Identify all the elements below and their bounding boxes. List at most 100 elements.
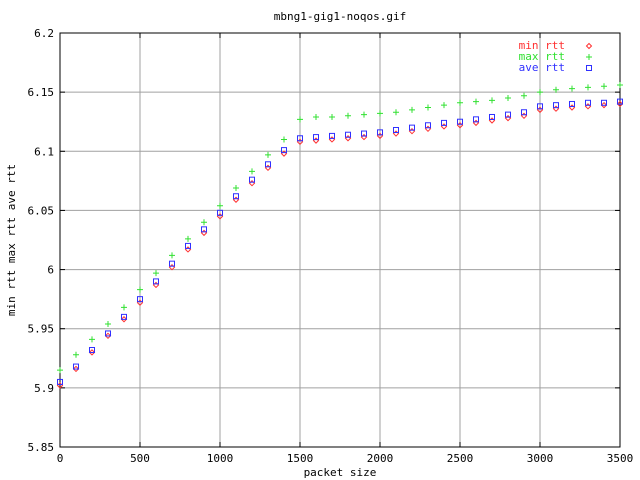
data-point [505,111,511,118]
data-point [297,135,303,142]
data-point [537,103,543,110]
x-tick-label: 3000 [527,452,554,465]
legend-label: min rtt [519,39,565,52]
data-point [313,134,319,141]
data-point [120,316,128,323]
data-point [457,99,463,106]
data-point [617,98,623,105]
legend-marker [586,54,592,60]
data-point [105,320,111,327]
data-point [361,130,367,137]
data-point [537,89,543,96]
data-point [601,99,607,106]
y-tick-label: 5.9 [34,382,54,395]
x-tick-label: 0 [57,452,64,465]
x-axis-label: packet size [304,466,377,479]
data-point [473,98,479,105]
data-point [377,110,383,117]
y-axis-label: min rtt max rtt ave rtt [5,164,18,316]
data-point [425,122,431,129]
data-point [217,202,223,209]
data-point [72,365,80,373]
data-point [521,109,527,116]
data-point [217,209,223,216]
data-point [297,116,303,123]
x-tick-label: 500 [130,452,150,465]
x-tick-label: 3500 [607,452,634,465]
data-point [377,129,383,136]
data-point [249,176,255,183]
data-point [441,102,447,109]
data-point [521,92,527,99]
data-point [185,235,191,242]
data-point [137,296,143,303]
data-point [73,363,79,370]
data-point [553,86,559,93]
legend-marker [585,42,593,50]
data-point [153,278,159,285]
data-point [57,378,63,385]
data-point [265,151,271,158]
data-point [409,124,415,131]
data-point [409,106,415,113]
data-point [393,109,399,116]
data-point [73,351,79,358]
x-tick-label: 1500 [287,452,314,465]
y-tick-label: 5.85 [28,441,55,454]
data-point [121,304,127,311]
x-tick-label: 2000 [367,452,394,465]
data-point [345,112,351,119]
data-point [345,131,351,138]
data-point [233,193,239,200]
data-point [104,332,112,340]
data-point [329,132,335,139]
legend-label: max rtt [519,50,565,63]
data-point [600,101,608,109]
x-tick-label: 1000 [207,452,234,465]
data-point [585,84,591,91]
data-point [585,99,591,106]
data-point [265,161,271,168]
data-point [249,168,255,175]
data-point [281,147,287,154]
legend-marker [586,65,592,71]
data-point [489,97,495,104]
series-2-points [57,98,623,385]
data-point [105,330,111,337]
chart-title: mbng1-gig1-noqos.gif [274,10,406,23]
y-tick-label: 6.1 [34,145,54,158]
data-point [169,260,175,267]
legend-label: ave rtt [519,61,565,74]
y-tick-label: 6.05 [28,204,55,217]
data-point [569,85,575,92]
data-point [569,100,575,107]
data-point [153,270,159,277]
data-point [137,286,143,293]
y-tick-label: 5.95 [28,323,55,336]
data-point [457,118,463,125]
data-point [489,113,495,120]
plot-frame [59,32,621,448]
data-point [121,313,127,320]
data-point [201,219,207,226]
data-point [616,100,624,108]
data-point [601,83,607,90]
data-point [617,82,623,89]
data-point [441,119,447,126]
data-point [201,226,207,233]
y-tick-label: 6.15 [28,86,55,99]
data-point [281,136,287,143]
data-point [361,111,367,118]
series-1-points [57,82,623,374]
grid [60,33,620,447]
data-point [393,126,399,133]
data-point [313,113,319,120]
data-point [57,367,63,374]
data-point [553,102,559,109]
data-point [473,116,479,123]
x-tick-label: 2500 [447,452,474,465]
axis-ticks: 0 500 1000 1500 2000 2500 3000 3500 5.85 5.9 5.95 6… [28,27,634,465]
